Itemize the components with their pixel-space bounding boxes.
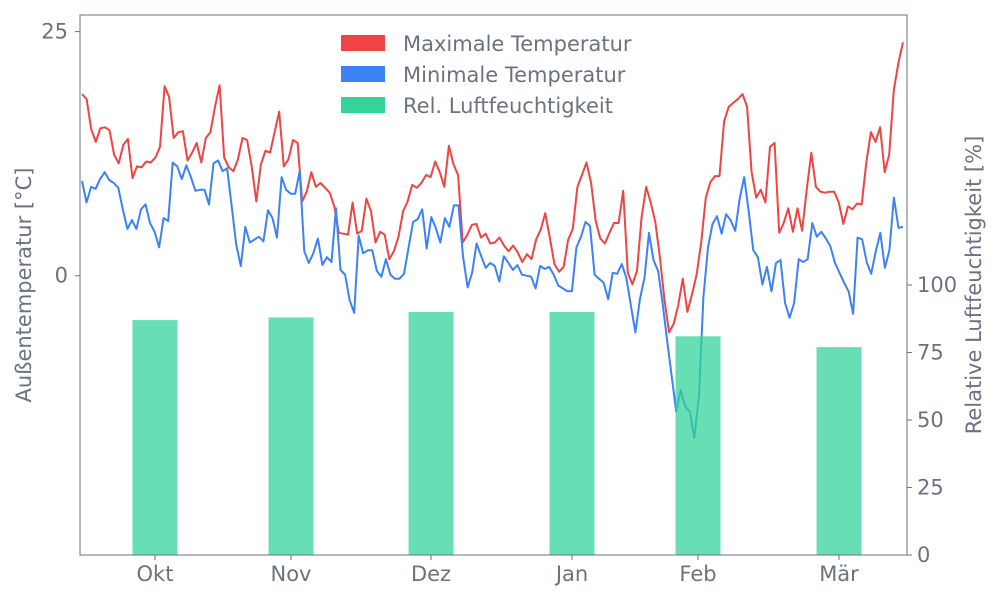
right-y-tick-label: 100 bbox=[917, 273, 957, 297]
humidity-bar-Dez bbox=[408, 312, 454, 555]
humidity-bar-Feb bbox=[675, 336, 721, 555]
x-axis: Okt Nov Dez Jan Feb Mär bbox=[137, 555, 859, 586]
humidity-bar-Okt bbox=[132, 320, 178, 555]
x-tick-label: Mär bbox=[819, 562, 859, 586]
humidity-bar-Nov bbox=[268, 317, 314, 555]
left-axis-label: Außentemperatur [°C] bbox=[12, 168, 36, 403]
right-y-tick-label: 0 bbox=[917, 543, 930, 567]
right-y-axis: 0 25 50 75 100 bbox=[907, 273, 957, 567]
left-y-axis: 0 25 bbox=[41, 20, 80, 288]
legend-swatch-max bbox=[341, 35, 385, 51]
x-tick-label: Dez bbox=[411, 562, 451, 586]
x-tick-label: Feb bbox=[679, 562, 716, 586]
legend-label-min: Minimale Temperatur bbox=[403, 63, 626, 87]
bar-layer bbox=[132, 312, 862, 555]
min-temperature-line bbox=[81, 159, 904, 439]
legend-label-humidity: Rel. Luftfeuchtigkeit bbox=[403, 94, 613, 118]
legend-swatch-humidity bbox=[341, 97, 385, 113]
right-y-tick-label: 25 bbox=[917, 476, 944, 500]
legend: Maximale Temperatur Minimale Temperatur … bbox=[341, 32, 632, 118]
right-y-tick-label: 75 bbox=[917, 341, 944, 365]
legend-label-max: Maximale Temperatur bbox=[403, 32, 632, 56]
max-temperature-line bbox=[81, 42, 904, 334]
right-y-tick-label: 50 bbox=[917, 408, 944, 432]
x-tick-label: Okt bbox=[137, 562, 174, 586]
x-tick-label: Jan bbox=[554, 562, 588, 586]
line-layer bbox=[81, 42, 904, 439]
left-y-tick-label: 0 bbox=[55, 264, 68, 288]
humidity-bar-Jan bbox=[549, 312, 595, 555]
left-y-tick-label: 25 bbox=[41, 20, 68, 44]
x-tick-label: Nov bbox=[271, 562, 312, 586]
right-axis-label: Relative Luftfeuchtigkeit [%] bbox=[962, 136, 986, 435]
legend-swatch-min bbox=[341, 66, 385, 82]
humidity-bar-Mär bbox=[816, 347, 862, 555]
